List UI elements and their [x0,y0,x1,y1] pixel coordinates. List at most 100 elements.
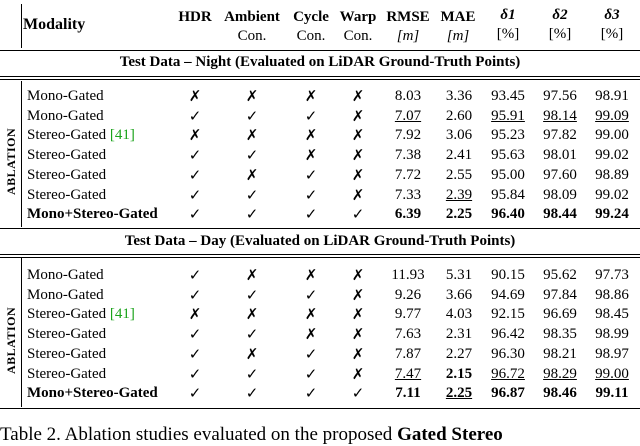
metric-cell-mae: 2.25 [445,206,473,223]
flag-cell-amb: ✓ [245,364,259,383]
flag-cell-hdr: ✗ [188,126,202,145]
flag-cell-cyc: ✓ [304,205,318,224]
metric-cell-mae: 2.25 [445,385,473,402]
modality-cell: Stereo-Gated [27,147,107,164]
modality-cell: Mono-Gated [27,88,104,104]
metric-cell-mae: 2.39 [445,186,473,203]
metric-cell-rmse: 7.63 [394,326,422,343]
metric-cell-d2: 98.21 [543,345,577,362]
metric-cell-d1: 96.30 [491,345,525,362]
flag-cell-cyc: ✓ [304,106,318,125]
metric-cell-mae: 5.31 [445,267,473,283]
table-row: Stereo-Gated ✓ ✓ ✗ ✗ 7.38 2.41 95.63 98.01 99.02 [0,145,640,165]
metric-cell-d2: 98.01 [543,147,577,164]
flag-cell-warp: ✗ [351,344,365,363]
table-row: Mono+Stereo-Gated ✓ ✓ ✓ ✓ 6.39 2.25 96.40 98.44 9… [0,204,640,224]
metric-cell-rmse: 7.47 [394,365,422,382]
flag-cell-warp: ✗ [351,165,365,184]
flag-cell-hdr: ✓ [188,344,202,363]
table-row: Stereo-Gated ✓ ✓ ✗ ✗ 7.63 2.31 96.42 98.35 98.99 [0,324,640,344]
flag-cell-hdr: ✓ [188,325,202,344]
flag-cell-warp: ✗ [351,325,365,344]
flag-cell-warp: ✗ [351,305,365,324]
table-header: Modality HDR Ambient Con. Cycle Con. Warp C… [0,0,640,52]
table-row: Mono+Stereo-Gated ✓ ✓ ✓ ✓ 7.11 2.25 96.87 98.46 9… [0,383,640,403]
metric-cell-mae: 2.41 [445,147,473,164]
metric-cell-rmse: 7.72 [394,166,422,183]
metric-cell-rmse: 7.11 [395,385,421,402]
flag-cell-cyc: ✗ [304,325,318,344]
flag-cell-warp: ✗ [351,364,365,383]
metric-cell-d1: 90.15 [491,267,525,283]
flag-cell-cyc: ✗ [304,146,318,165]
header-delta1: δ1 [%] [496,7,520,42]
citation-link[interactable]: [41] [109,306,135,323]
metric-cell-rmse: 6.39 [394,206,422,223]
rule-section [0,254,640,258]
metric-cell-d3: 99.02 [595,147,629,164]
modality-cell: Mono-Gated [27,107,104,124]
table-row: Mono-Gated ✓ ✓ ✓ ✗ 7.07 2.60 95.91 98.14 99.09 [0,106,640,126]
flag-cell-cyc: ✓ [304,344,318,363]
metric-cell-mae: 2.15 [445,365,473,382]
flag-cell-amb: ✗ [245,266,259,284]
metric-cell-d1: 95.63 [491,147,525,164]
flag-cell-amb: ✓ [245,185,259,204]
metric-cell-d2: 95.62 [543,267,577,283]
flag-cell-hdr: ✓ [188,384,202,403]
metric-cell-d3: 99.00 [595,365,629,382]
rule-bottom [0,408,640,409]
metric-cell-d1: 96.42 [491,326,525,343]
header-cycle: Cycle Con. [293,9,329,44]
metric-cell-d3: 99.24 [595,206,629,223]
metric-cell-d1: 96.87 [491,385,525,402]
flag-cell-hdr: ✓ [188,285,202,304]
metric-cell-d1: 95.23 [491,127,525,144]
flag-cell-amb: ✗ [245,87,259,105]
flag-cell-cyc: ✓ [304,185,318,204]
flag-cell-hdr: ✓ [188,205,202,224]
metric-cell-mae: 2.60 [445,107,473,124]
flag-cell-amb: ✓ [245,285,259,304]
flag-cell-hdr: ✗ [188,305,202,324]
header-hdr: HDR [178,9,212,25]
modality-cell: Mono+Stereo-Gated [27,206,158,223]
rule-vertical [21,257,22,407]
modality-cell: Stereo-Gated [27,166,107,183]
metric-cell-rmse: 9.77 [394,306,422,323]
metric-cell-d3: 98.97 [595,345,629,362]
metric-cell-mae: 4.03 [445,306,473,323]
metric-cell-rmse: 11.93 [391,267,425,283]
metric-cell-d2: 98.46 [543,385,577,402]
modality-cell: Stereo-Gated [41] [27,127,135,144]
metric-cell-d2: 98.35 [543,326,577,343]
metric-cell-mae: 3.36 [445,88,473,104]
rule-vertical [21,4,22,48]
header-ambient: Ambient Con. [224,9,280,44]
flag-cell-warp: ✗ [351,146,365,165]
header-rmse: RMSE [m] [386,9,430,44]
metric-cell-mae: 2.27 [445,345,473,362]
flag-cell-amb: ✗ [245,305,259,324]
metric-cell-mae: 3.66 [445,286,473,303]
header-mae: MAE [m] [440,9,476,44]
flag-cell-hdr: ✓ [188,266,202,284]
table-row: Stereo-Gated ✓ ✓ ✓ ✗ 7.47 2.15 96.72 98.29 99.00 [0,364,640,384]
metric-cell-d2: 96.69 [543,306,577,323]
flag-cell-amb: ✗ [245,165,259,184]
metric-cell-d3: 99.09 [595,107,629,124]
metric-cell-d3: 98.91 [595,88,629,104]
metric-cell-d3: 98.89 [595,166,629,183]
rule-section [0,76,640,80]
metric-cell-rmse: 7.87 [394,345,422,362]
modality-cell: Mono-Gated [27,286,104,303]
metric-cell-d2: 98.44 [543,206,577,223]
metric-cell-d1: 95.00 [491,166,525,183]
flag-cell-amb: ✓ [245,146,259,165]
citation-link[interactable]: [41] [109,127,135,144]
header-delta2: δ2 [%] [548,7,572,42]
flag-cell-amb: ✓ [245,384,259,403]
metric-cell-rmse: 8.03 [394,88,422,104]
modality-cell: Stereo-Gated [41] [27,306,135,323]
metric-cell-mae: 2.55 [445,166,473,183]
